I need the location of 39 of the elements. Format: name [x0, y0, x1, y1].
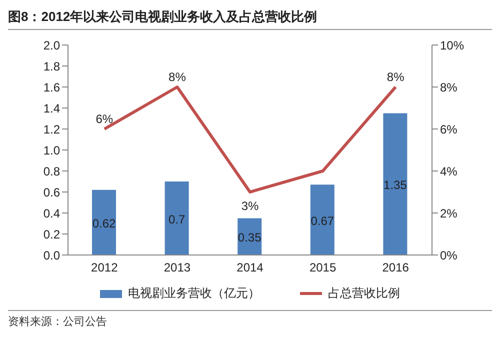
data-label: 3%	[241, 199, 259, 213]
y-tick-label: 0.8	[43, 164, 60, 178]
data-label: 6%	[96, 112, 114, 126]
data-label: 0.35	[238, 230, 262, 245]
y-tick-label: 1.2	[43, 122, 60, 136]
y2-tick-label: 10%	[440, 38, 464, 52]
bar	[310, 184, 334, 255]
y-tick-label: 2.0	[43, 38, 60, 52]
y2-tick-label: 4%	[440, 164, 458, 178]
x-tick-label: 2015	[309, 260, 336, 275]
y-tick-label: 0.2	[43, 227, 60, 242]
y-tick-label: 1.4	[43, 101, 60, 116]
bar	[164, 182, 189, 255]
y-tick-label: 1.0	[43, 143, 60, 158]
bar	[92, 190, 116, 255]
y2-tick-label: 0%	[440, 248, 458, 262]
legend-label: 电视剧业务营收（亿元）	[128, 285, 260, 302]
x-tick-label: 2013	[164, 260, 191, 275]
y-tick-label: 1.6	[43, 80, 60, 94]
x-tick-label: 2016	[382, 260, 410, 275]
y2-tick-label: 2%	[440, 206, 458, 220]
x-tick-label: 2014	[236, 260, 264, 275]
data-label: 0.7	[168, 212, 186, 226]
y-tick-label: 1.8	[43, 59, 60, 74]
y-tick-label: 0.4	[43, 206, 60, 220]
x-tick-label: 2012	[91, 260, 118, 275]
data-label: 0.62	[92, 216, 116, 230]
data-label: 1.35	[384, 178, 408, 192]
bar	[383, 113, 408, 255]
chart-title: 图8：2012年以来公司电视剧业务收入及占总营收比例	[8, 8, 492, 30]
y-tick-label: 0.6	[43, 185, 60, 200]
y-tick-label: 0.0	[43, 248, 60, 262]
legend-label: 占总营收比例	[328, 285, 400, 302]
text: 资料来源：公司公告	[8, 310, 492, 329]
data-label: 0.67	[310, 214, 334, 228]
data-label: 8%	[386, 70, 405, 84]
y2-tick-label: 8%	[440, 80, 458, 94]
y2-tick-label: 6%	[440, 122, 458, 136]
data-label: 8%	[168, 70, 186, 84]
